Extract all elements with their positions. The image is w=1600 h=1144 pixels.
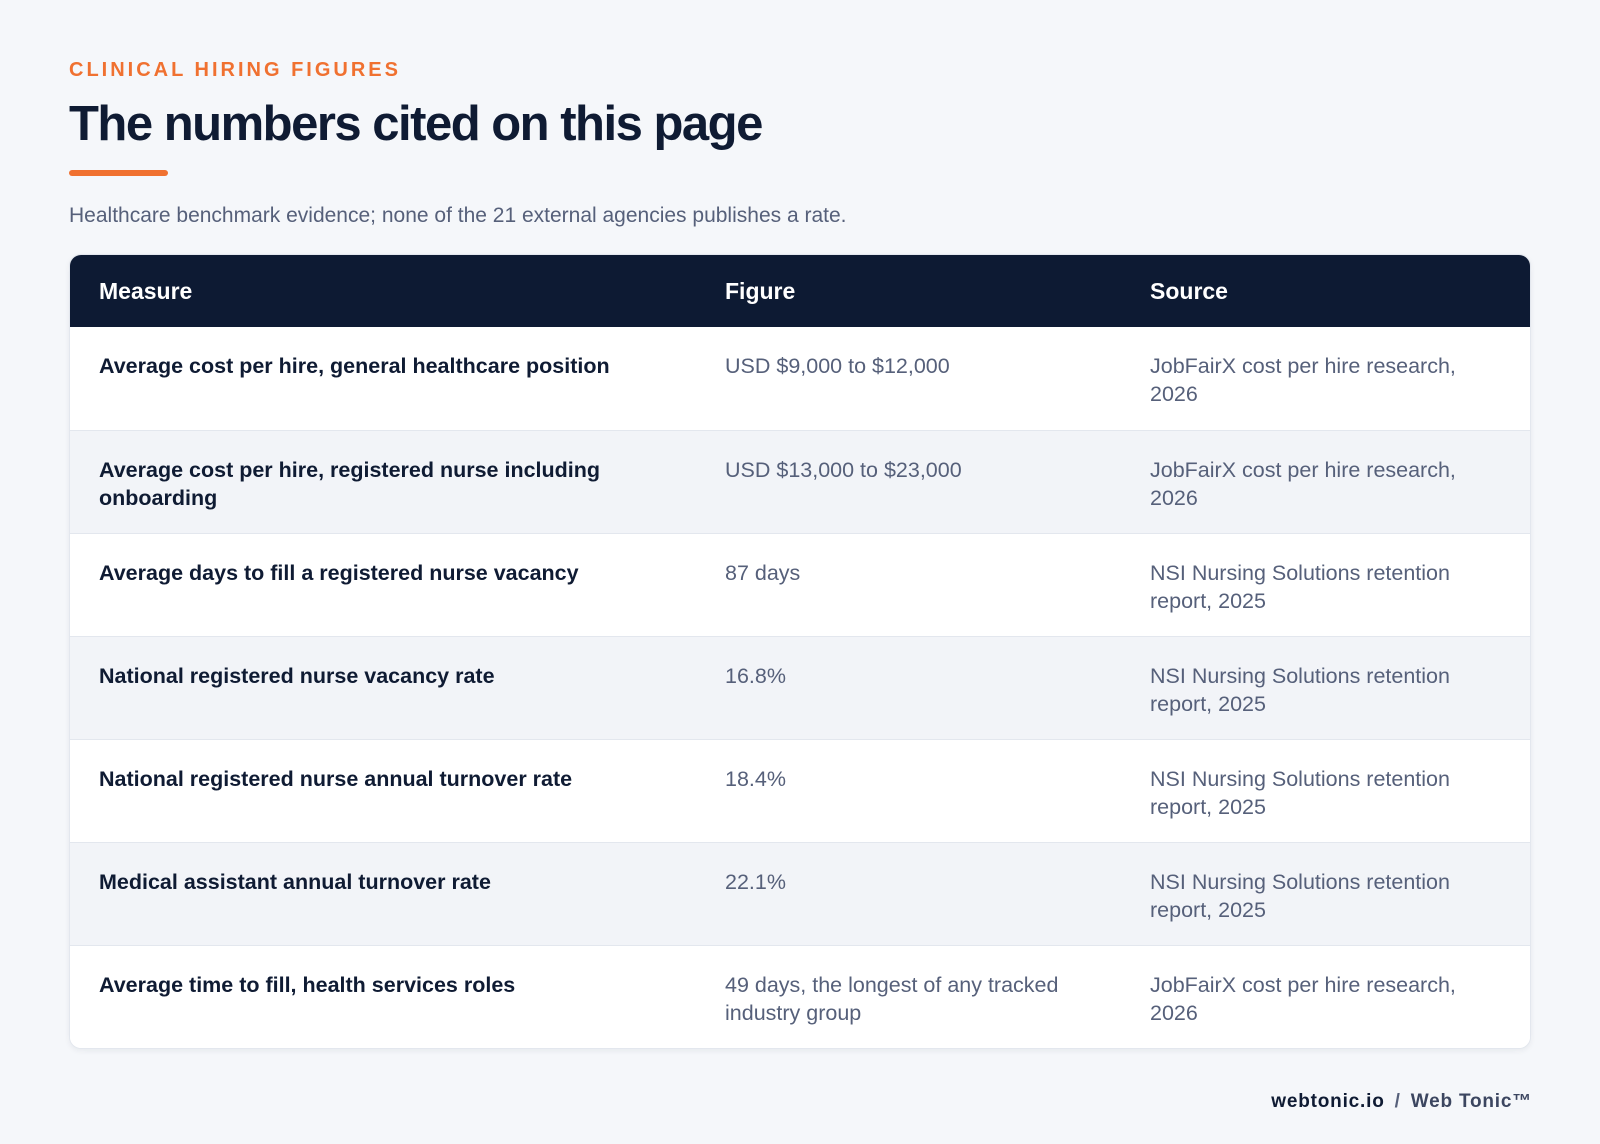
figure-cell: 49 days, the longest of any tracked indu… [725,972,1059,1025]
table-row: National registered nurse vacancy rate 1… [70,636,1530,739]
footer-brand: Web Tonic™ [1410,1091,1532,1112]
figure-cell: 16.8% [725,663,786,688]
measure-cell: National registered nurse vacancy rate [99,663,495,688]
page-subtitle: Healthcare benchmark evidence; none of t… [69,204,847,227]
table-header-row: Measure Figure Source [70,255,1530,327]
figure-cell: 22.1% [725,869,786,894]
figure-cell: USD $9,000 to $12,000 [725,354,950,378]
table-row: Average cost per hire, general healthcar… [70,327,1530,430]
source-cell: NSI Nursing Solutions retention report, … [1150,869,1450,922]
figures-table-card: Measure Figure Source Average cost per h… [69,254,1531,1049]
column-header-figure: Figure [725,277,796,304]
footer-credit: webtonic.io / Web Tonic™ [1271,1090,1532,1114]
measure-cell: Medical assistant annual turnover rate [99,869,491,894]
source-cell: NSI Nursing Solutions retention report, … [1150,766,1450,819]
table-header: Measure Figure Source [70,255,1530,327]
table-row: Medical assistant annual turnover rate 2… [70,842,1530,945]
footer-separator: / [1394,1091,1401,1112]
figure-cell: 87 days [725,560,801,585]
source-cell: JobFairX cost per hire research, 2026 [1150,354,1456,406]
source-cell: NSI Nursing Solutions retention report, … [1150,663,1450,716]
measure-cell: National registered nurse annual turnove… [99,766,573,791]
table-row: Average days to fill a registered nurse … [70,533,1530,636]
title-accent-bar [69,170,168,176]
measure-cell: Average days to fill a registered nurse … [99,560,579,585]
source-cell: JobFairX cost per hire research, 2026 [1150,972,1456,1025]
footer-site-link[interactable]: webtonic.io [1271,1091,1385,1112]
table-row: Average time to fill, health services ro… [70,945,1530,1048]
source-cell: NSI Nursing Solutions retention report, … [1150,560,1450,613]
figure-cell: 18.4% [725,766,786,791]
measure-cell: Average cost per hire, general healthcar… [99,354,610,378]
table-body: Average cost per hire, general healthcar… [70,327,1530,1048]
column-header-measure: Measure [99,277,193,304]
measure-cell: Average time to fill, health services ro… [99,972,516,997]
table-row: Average cost per hire, registered nurse … [70,430,1530,533]
figure-cell: USD $13,000 to $23,000 [725,457,962,482]
eyebrow-label: CLINICAL HIRING FIGURES [69,59,401,81]
source-cell: JobFairX cost per hire research, 2026 [1150,457,1456,510]
column-header-source: Source [1150,277,1228,304]
page-title: The numbers cited on this page [69,97,763,151]
page-content: CLINICAL HIRING FIGURES The numbers cite… [69,58,1531,1049]
figures-table: Measure Figure Source Average cost per h… [70,255,1530,1048]
table-row: National registered nurse annual turnove… [70,739,1530,842]
measure-cell: Average cost per hire, registered nurse … [99,457,601,510]
